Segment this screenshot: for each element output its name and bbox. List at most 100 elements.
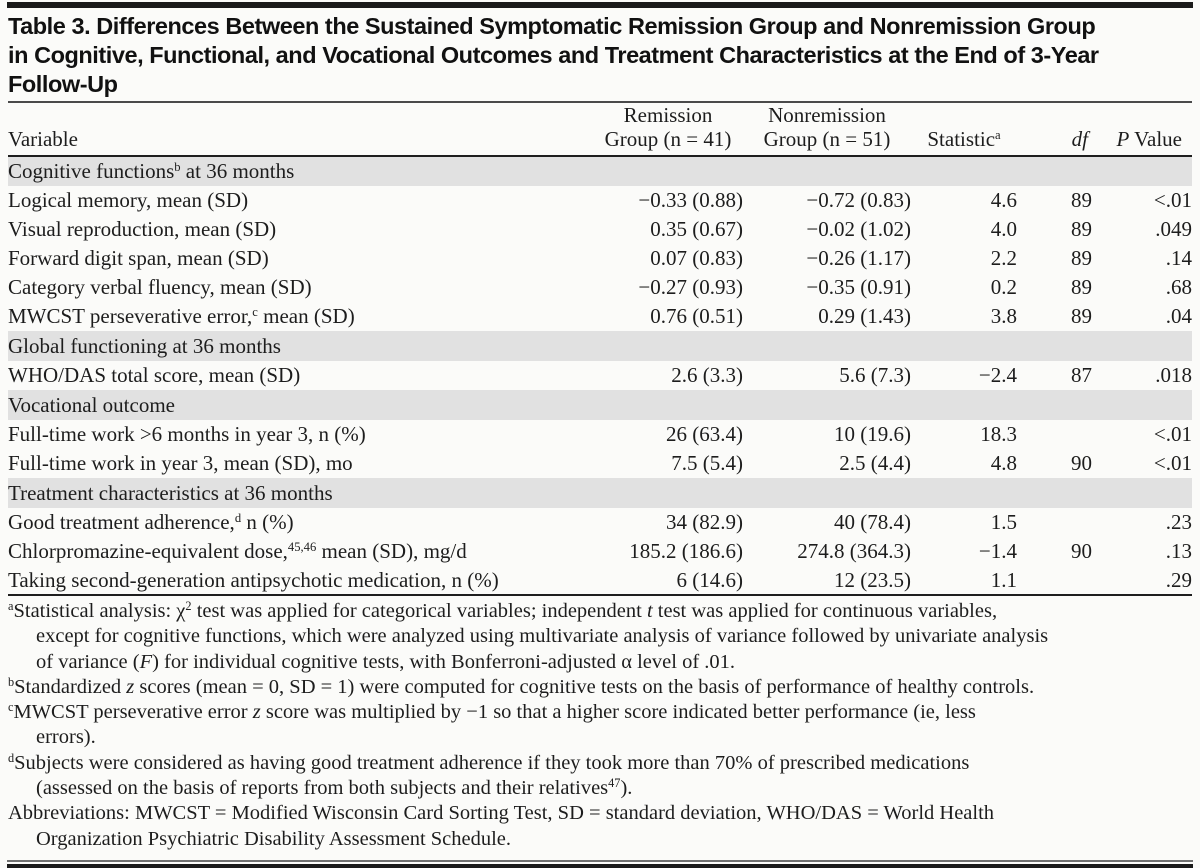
p-value: .13 — [1165, 539, 1192, 563]
p-value: .14 — [1165, 246, 1192, 270]
section-header-label: Treatment characteristics at 36 months — [8, 478, 1192, 508]
table-row: Visual reproduction, mean (SD) 0.35 (0.6… — [8, 215, 1192, 244]
nonremission-value: 0.29 (1.43) — [818, 304, 911, 328]
col-header-df: df — [1017, 103, 1092, 157]
remission-value: −0.27 (0.93) — [638, 275, 743, 299]
statistic-value: 1.5 — [990, 510, 1017, 534]
title-divider-rule — [8, 101, 1192, 103]
variable-cell: Taking second-generation antipsychotic m… — [8, 566, 593, 596]
p-value: <.01 — [1153, 451, 1192, 475]
section-header-label: Global functioning at 36 months — [8, 331, 1192, 361]
statistic-value: 0.2 — [990, 275, 1017, 299]
table-row: MWCST perseverative error,c mean (SD) 0.… — [8, 302, 1192, 331]
section-header-label: Vocational outcome — [8, 390, 1192, 420]
df-value: 89 — [1071, 246, 1092, 270]
remission-value: 6 (14.6) — [593, 566, 743, 596]
footnote-a-line-3: of variance (F) for individual cognitive… — [36, 650, 736, 673]
df-value — [1017, 566, 1092, 596]
table-title-line-3: Follow-Up — [8, 71, 118, 97]
nonremission-value: 40 (78.4) — [834, 510, 911, 534]
section-header-vocational: Vocational outcome — [8, 390, 1192, 420]
p-value: .049 — [1155, 217, 1192, 241]
table-row: WHO/DAS total score, mean (SD) 2.6 (3.3)… — [8, 361, 1192, 390]
df-value — [1017, 420, 1092, 449]
footnote-d-line-2: (assessed on the basis of reports from b… — [36, 776, 633, 800]
variable-cell: WHO/DAS total score, mean (SD) — [8, 363, 301, 387]
remission-value: 0.76 (0.51) — [650, 304, 743, 328]
nonremission-value: 5.6 (7.3) — [839, 363, 911, 387]
df-value: 87 — [1071, 363, 1092, 387]
section-header-label: Cognitive functionsb at 36 months — [8, 156, 1192, 186]
table-row: Full-time work in year 3, mean (SD), mo … — [8, 449, 1192, 478]
col-header-nonremission-line2: Group (n = 51) — [763, 127, 891, 151]
remission-value: 34 (82.9) — [666, 510, 743, 534]
df-value: 89 — [1071, 304, 1092, 328]
nonremission-value: −0.02 (1.02) — [806, 217, 911, 241]
nonremission-value: 274.8 (364.3) — [797, 539, 911, 563]
p-value: .04 — [1165, 304, 1192, 328]
bottom-thin-rule — [7, 860, 1193, 862]
col-header-nonremission: Nonremission Group (n = 51) — [743, 103, 911, 157]
bottom-thick-rule — [7, 864, 1193, 868]
table-row: Category verbal fluency, mean (SD) −0.27… — [8, 273, 1192, 302]
col-header-pvalue: P Value — [1092, 103, 1192, 157]
statistic-value: 1.1 — [911, 566, 1017, 596]
df-value: 90 — [1071, 451, 1092, 475]
remission-value: 0.07 (0.83) — [650, 246, 743, 270]
footnote-c-line-2: errors). — [36, 726, 96, 749]
footnote-b-line-1: bStandardized z scores (mean = 0, SD = 1… — [8, 675, 1035, 698]
table-title: Table 3. Differences Between the Sustain… — [8, 0, 1192, 99]
variable-cell: Logical memory, mean (SD) — [8, 188, 249, 212]
variable-cell: Visual reproduction, mean (SD) — [8, 217, 277, 241]
footnote-a-line-1: aStatistical analysis: χ2 test was appli… — [8, 599, 998, 622]
section-header-global-functioning: Global functioning at 36 months — [8, 331, 1192, 361]
p-value: <.01 — [1153, 188, 1192, 212]
nonremission-value: −0.35 (0.91) — [806, 275, 911, 299]
col-header-statistic: Statistica — [911, 103, 1017, 157]
remission-value: 7.5 (5.4) — [671, 451, 743, 475]
col-header-remission: Remission Group (n = 41) — [593, 103, 743, 157]
df-value — [1017, 508, 1092, 537]
col-header-remission-line1: Remission — [623, 103, 713, 127]
nonremission-value: 10 (19.6) — [834, 422, 911, 446]
footnote-a-line-2: except for cognitive functions, which we… — [36, 625, 1049, 648]
variable-cell: Forward digit span, mean (SD) — [8, 246, 269, 270]
table-title-line-1: Table 3. Differences Between the Sustain… — [8, 13, 1096, 39]
p-value: .23 — [1165, 510, 1192, 534]
statistic-value: −2.4 — [978, 363, 1017, 387]
statistic-value: 18.3 — [980, 422, 1017, 446]
table-row: Full-time work >6 months in year 3, n (%… — [8, 420, 1192, 449]
footnotes-block: aStatistical analysis: χ2 test was appli… — [8, 599, 1192, 852]
col-header-variable: Variable — [8, 103, 593, 157]
table-row: Forward digit span, mean (SD) 0.07 (0.83… — [8, 244, 1192, 273]
p-value: .68 — [1165, 275, 1192, 299]
statistic-value: 4.0 — [990, 217, 1017, 241]
col-header-remission-line2: Group (n = 41) — [604, 127, 732, 151]
col-header-nonremission-line1: Nonremission — [768, 103, 886, 127]
p-value: <.01 — [1153, 422, 1192, 446]
nonremission-value: −0.72 (0.83) — [806, 188, 911, 212]
remission-value: 185.2 (186.6) — [629, 539, 743, 563]
abbreviations-line-1: Abbreviations: MWCST = Modified Wisconsi… — [8, 802, 995, 825]
variable-cell: Full-time work >6 months in year 3, n (%… — [8, 422, 366, 446]
variable-cell: Category verbal fluency, mean (SD) — [8, 275, 312, 299]
table-title-line-2: in Cognitive, Functional, and Vocational… — [8, 42, 1099, 68]
nonremission-value: −0.26 (1.17) — [806, 246, 911, 270]
statistic-value: 3.8 — [990, 304, 1017, 328]
table-row: Taking second-generation antipsychotic m… — [8, 566, 1192, 596]
statistic-value: 2.2 — [990, 246, 1017, 270]
remission-value: −0.33 (0.88) — [638, 188, 743, 212]
remission-value: 0.35 (0.67) — [650, 217, 743, 241]
section-header-treatment: Treatment characteristics at 36 months — [8, 478, 1192, 508]
p-value: .018 — [1155, 363, 1192, 387]
variable-cell: MWCST perseverative error,c mean (SD) — [8, 304, 355, 328]
abbreviations-line-2: Organization Psychiatric Disability Asse… — [36, 827, 512, 850]
variable-cell: Good treatment adherence,d n (%) — [8, 510, 294, 534]
df-value: 89 — [1071, 217, 1092, 241]
table-row: Good treatment adherence,d n (%) 34 (82.… — [8, 508, 1192, 537]
section-header-cognitive: Cognitive functionsb at 36 months — [8, 156, 1192, 186]
variable-cell: Chlorpromazine-equivalent dose,45,46 mea… — [8, 539, 467, 563]
statistic-value: 4.6 — [990, 188, 1017, 212]
remission-value: 2.6 (3.3) — [671, 363, 743, 387]
statistic-value: 4.8 — [990, 451, 1017, 475]
